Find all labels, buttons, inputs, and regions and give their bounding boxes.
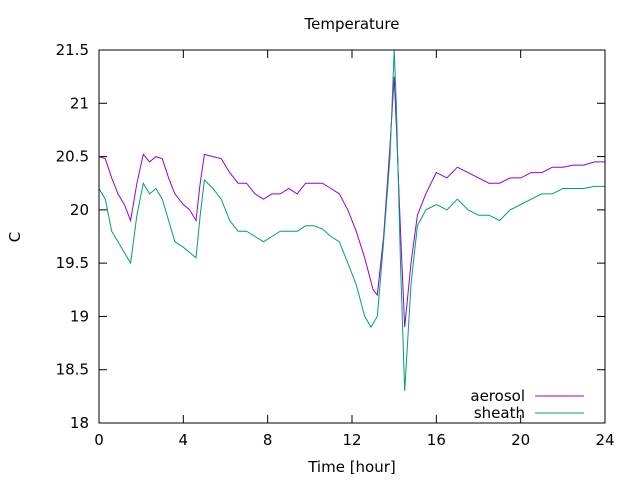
y-tick-label: 20.5 [56, 148, 89, 166]
x-axis-label: Time [hour] [307, 458, 396, 476]
y-tick-label: 19 [70, 307, 89, 325]
plot-frame [98, 49, 606, 424]
x-tick-label: 24 [595, 431, 614, 449]
x-tick-label: 0 [94, 431, 104, 449]
chart-title: Temperature [303, 15, 399, 33]
series-line-aerosol [99, 76, 605, 328]
y-tick-label: 18.5 [56, 361, 89, 379]
y-tick-label: 21.5 [56, 41, 89, 59]
y-tick-label: 18 [70, 414, 89, 432]
y-tick-label: 21 [70, 94, 89, 112]
x-tick-label: 20 [511, 431, 530, 449]
x-tick-label: 12 [342, 431, 361, 449]
legend-label-aerosol: aerosol [470, 387, 525, 405]
y-tick-label: 20 [70, 201, 89, 219]
x-tick-label: 8 [263, 431, 273, 449]
series-lines [99, 50, 605, 392]
legend-label-sheath: sheath [474, 404, 525, 422]
y-tick-label: 19.5 [56, 254, 89, 272]
x-tick-label: 4 [179, 431, 189, 449]
x-tick-label: 16 [427, 431, 446, 449]
y-axis-label: C [6, 232, 24, 242]
series-line-sheath [99, 50, 605, 392]
axis-ticks: 0 4 8 12 16 20 24 18 18.5 19 19.5 20 20.5 21 21.5 [56, 41, 615, 449]
